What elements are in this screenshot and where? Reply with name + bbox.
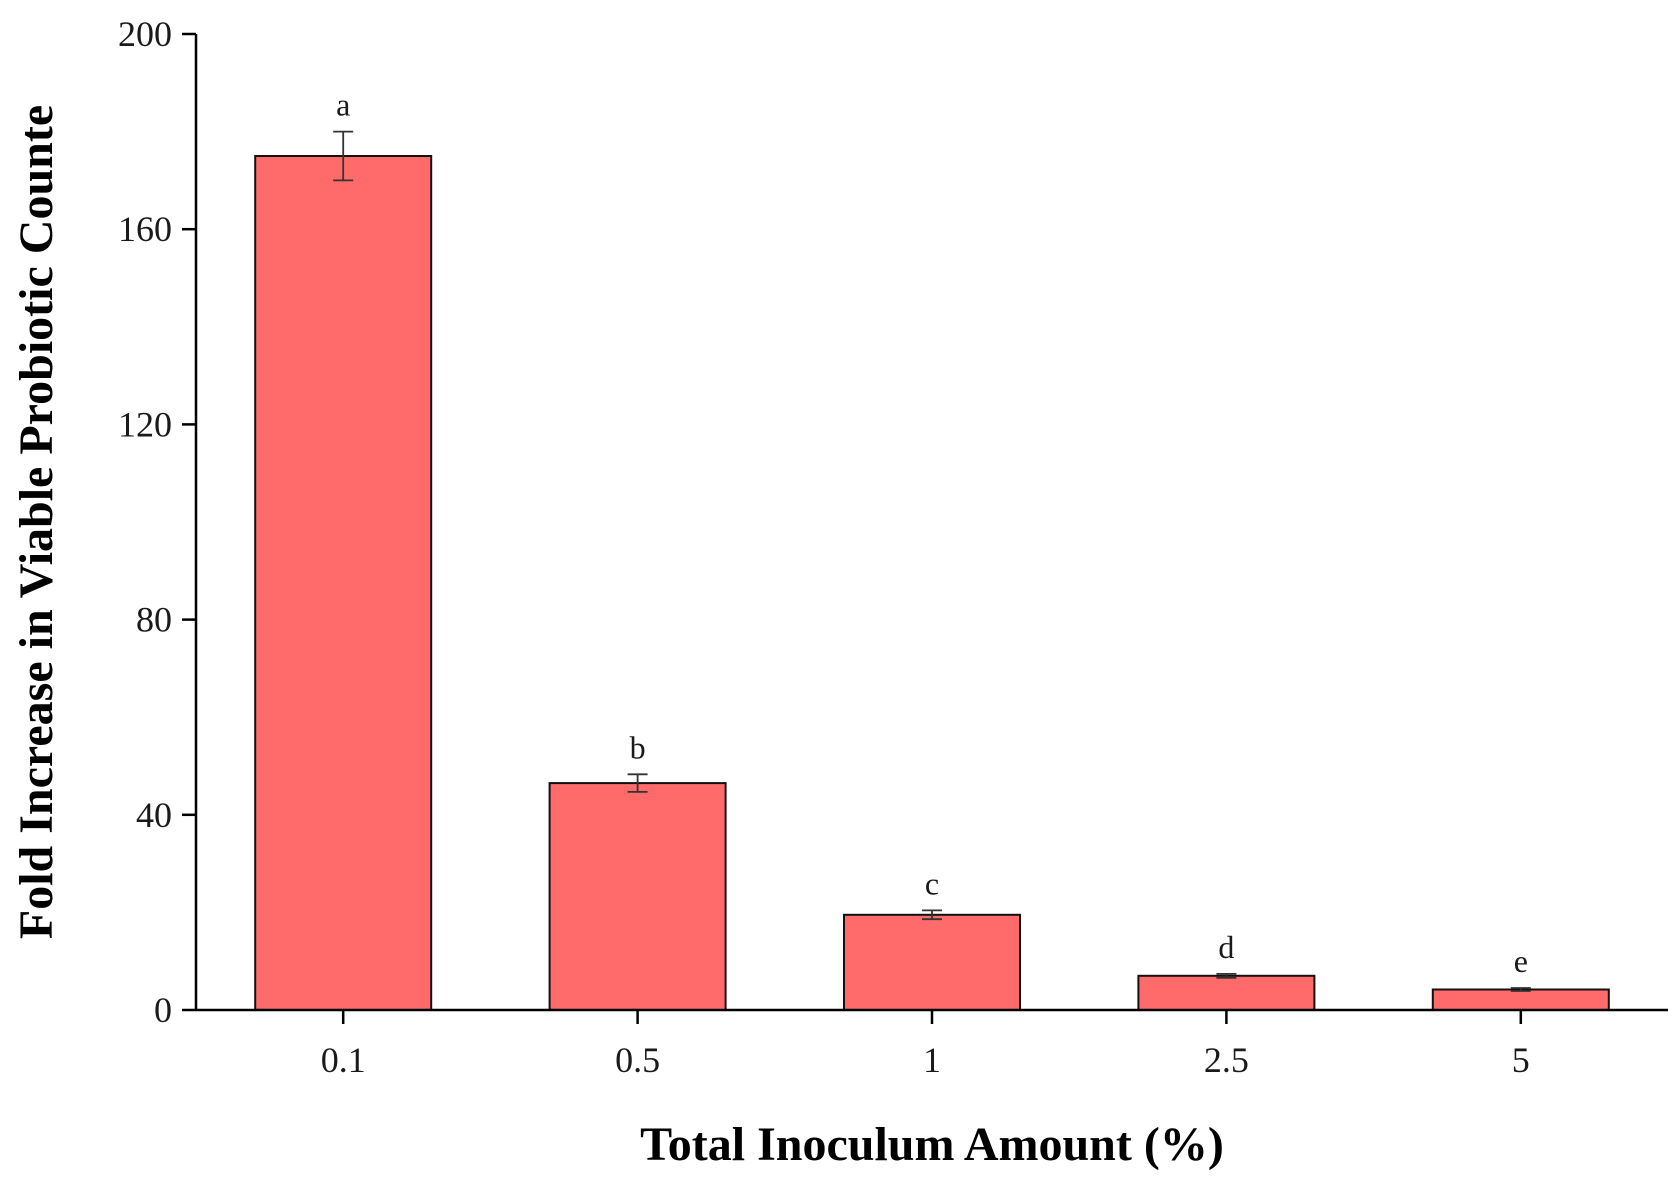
error-bar-0.1	[333, 130, 354, 182]
bar-2.5	[1137, 974, 1316, 1011]
x-tick-label-0.5: 0.5	[615, 1040, 660, 1080]
x-ticks-layer: 0.1 0.5 1 2.5 5	[321, 1010, 1530, 1080]
y-tick-label-160: 160	[118, 209, 172, 249]
significance-labels-layer: a b c d e	[336, 87, 1528, 979]
error-bar-0.5	[627, 773, 648, 793]
significance-label-d: d	[1218, 929, 1234, 965]
bar-0.5	[548, 782, 727, 1011]
error-bar-1	[922, 909, 942, 921]
significance-label-a: a	[336, 87, 350, 123]
bar-5	[1431, 988, 1610, 1011]
x-tick-label-0.1: 0.1	[321, 1040, 366, 1080]
significance-label-b: b	[630, 729, 646, 765]
error-bar-2.5	[1216, 973, 1237, 979]
error-bar-5	[1510, 987, 1531, 992]
significance-label-e: e	[1514, 943, 1528, 979]
y-tick-label-40: 40	[136, 795, 172, 835]
x-tick-label-5: 5	[1512, 1040, 1530, 1080]
y-tick-label-120: 120	[118, 404, 172, 444]
significance-label-c: c	[925, 865, 939, 901]
y-tick-label-0: 0	[154, 990, 172, 1030]
bar-0.1	[254, 155, 433, 1011]
error-bars-layer	[333, 130, 1531, 992]
y-tick-label-80: 80	[136, 600, 172, 640]
bar-1	[843, 913, 1021, 1011]
x-tick-label-1: 1	[923, 1040, 941, 1080]
bars-layer	[254, 155, 1610, 1011]
y-tick-label-200: 200	[118, 14, 172, 54]
y-axis-title: Fold Increase in Viable Probiotic Counte	[10, 105, 63, 939]
y-ticks-layer: 0 40 80 120 160 200	[118, 14, 196, 1030]
x-tick-label-2.5: 2.5	[1204, 1040, 1249, 1080]
x-axis-title: Total Inoculum Amount (%)	[640, 1118, 1224, 1171]
